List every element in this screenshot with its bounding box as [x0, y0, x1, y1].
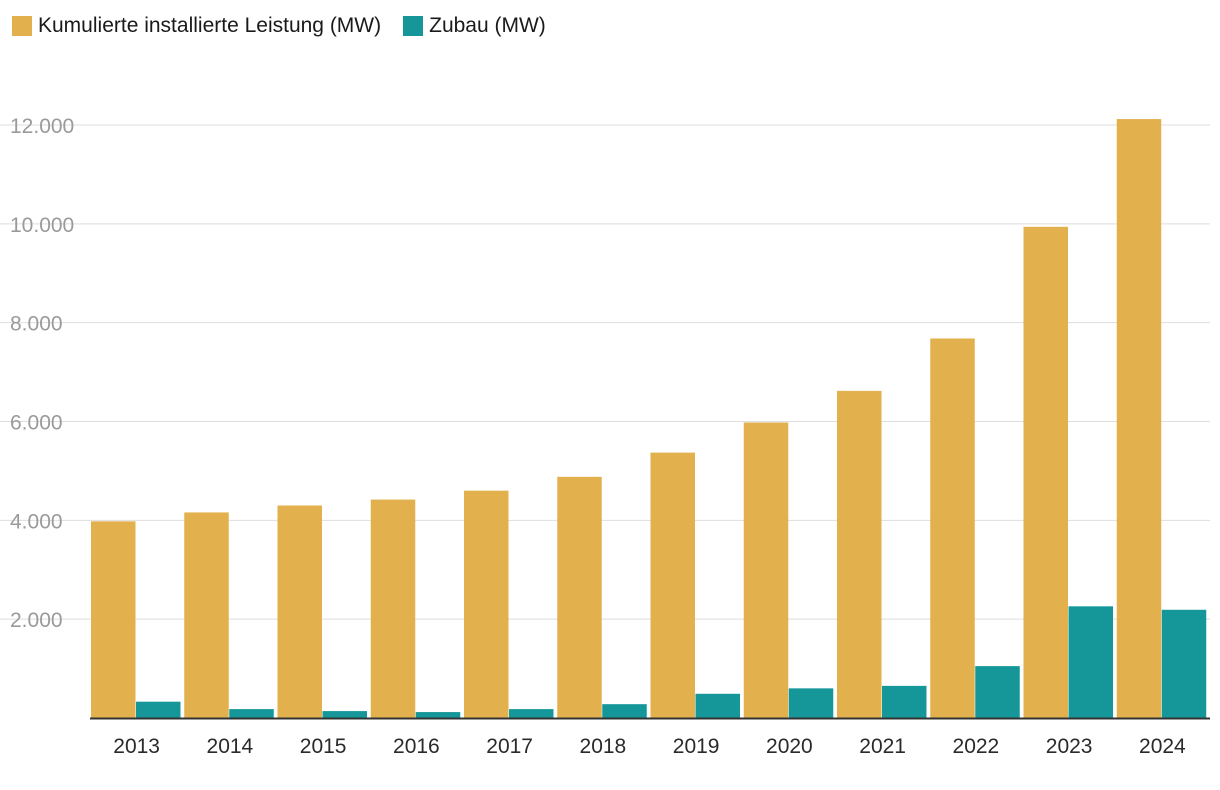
bar-cumulative-2024 — [1116, 119, 1162, 718]
x-tick-label-2019: 2019 — [673, 735, 720, 758]
legend-label-cumulative: Kumulierte installierte Leistung (MW) — [38, 14, 382, 37]
x-tick-label-2017: 2017 — [486, 735, 533, 758]
bar-cumulative-2013 — [91, 521, 136, 718]
x-tick-label-2020: 2020 — [766, 735, 813, 758]
bar-zubau-2016 — [415, 712, 461, 718]
y-tick-label-6000: 6.000 — [10, 412, 63, 435]
x-tick-label-2024: 2024 — [1139, 735, 1186, 758]
bar-cumulative-2019 — [650, 452, 695, 718]
bar-cumulative-2015 — [277, 505, 322, 718]
bar-zubau-2022 — [975, 666, 1020, 718]
bar-zubau-2018 — [602, 704, 647, 718]
x-tick-label-2015: 2015 — [300, 735, 347, 758]
bar-cumulative-2023 — [1023, 226, 1068, 718]
x-tick-label-2023: 2023 — [1046, 735, 1093, 758]
y-tick-label-12000: 12.000 — [10, 115, 74, 138]
x-tick-label-2022: 2022 — [953, 735, 1000, 758]
bar-zubau-2024 — [1161, 609, 1207, 718]
legend-item-zubau: Zubau (MW) — [403, 14, 546, 38]
legend-swatch-cumulative — [12, 16, 32, 36]
bar-zubau-2019 — [695, 693, 740, 718]
y-tick-label-2000: 2.000 — [10, 609, 63, 632]
bar-cumulative-2020 — [743, 422, 789, 718]
bar-cumulative-2014 — [184, 512, 229, 718]
bar-zubau-2017 — [509, 709, 554, 718]
y-tick-label-4000: 4.000 — [10, 510, 63, 533]
x-tick-label-2018: 2018 — [580, 735, 627, 758]
y-tick-label-8000: 8.000 — [10, 313, 63, 336]
x-tick-label-2013: 2013 — [113, 735, 160, 758]
bar-zubau-2014 — [229, 709, 274, 718]
bar-zubau-2023 — [1068, 606, 1113, 718]
legend-item-cumulative: Kumulierte installierte Leistung (MW) — [12, 14, 381, 38]
bar-cumulative-2016 — [370, 499, 416, 718]
x-tick-label-2014: 2014 — [207, 735, 254, 758]
legend-label-zubau: Zubau (MW) — [429, 14, 546, 37]
x-tick-label-2021: 2021 — [859, 735, 906, 758]
y-tick-label-10000: 10.000 — [10, 214, 74, 237]
bar-cumulative-2018 — [557, 476, 602, 718]
bar-zubau-2013 — [136, 701, 181, 718]
bar-zubau-2015 — [322, 711, 367, 718]
chart-legend: Kumulierte installierte Leistung (MW) Zu… — [12, 14, 546, 38]
legend-swatch-zubau — [403, 16, 424, 36]
bar-cumulative-2017 — [464, 490, 509, 718]
bar-cumulative-2021 — [837, 390, 882, 718]
x-tick-label-2016: 2016 — [393, 735, 440, 758]
bar-cumulative-2022 — [930, 338, 975, 718]
bar-zubau-2020 — [788, 688, 834, 718]
bar-zubau-2021 — [882, 685, 927, 718]
